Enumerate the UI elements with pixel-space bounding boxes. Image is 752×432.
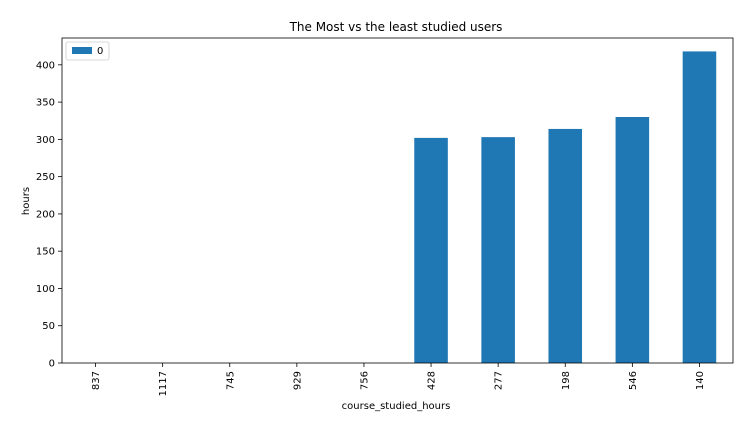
x-axis-ticks: 837 1117 745 929 756 428 277 198 546 140 bbox=[91, 363, 706, 396]
bar-546 bbox=[615, 117, 650, 363]
x-tick-label: 140 bbox=[695, 371, 706, 390]
bar-428 bbox=[414, 137, 448, 363]
bars bbox=[414, 51, 717, 364]
x-tick-label: 756 bbox=[359, 371, 370, 390]
x-axis-label: course_studied_hours bbox=[342, 401, 451, 412]
y-tick-label: 300 bbox=[36, 135, 55, 146]
bar-198 bbox=[548, 128, 583, 363]
x-tick-label: 1117 bbox=[158, 371, 169, 396]
y-tick-label: 150 bbox=[36, 247, 55, 258]
y-tick-label: 50 bbox=[42, 321, 55, 332]
bar-277 bbox=[481, 137, 515, 363]
legend-swatch bbox=[72, 47, 92, 54]
x-tick-label: 929 bbox=[292, 371, 303, 390]
legend-label: 0 bbox=[97, 46, 103, 57]
x-tick-label: 745 bbox=[225, 371, 236, 390]
x-tick-label: 428 bbox=[427, 371, 438, 390]
bar-140 bbox=[682, 51, 717, 364]
y-tick-label: 400 bbox=[36, 60, 55, 71]
x-tick-label: 546 bbox=[628, 371, 639, 390]
y-tick-label: 350 bbox=[36, 98, 55, 109]
y-tick-label: 0 bbox=[49, 359, 55, 370]
chart-title: The Most vs the least studied users bbox=[289, 20, 503, 34]
legend: 0 bbox=[65, 41, 110, 61]
x-tick-label: 198 bbox=[561, 371, 572, 390]
x-tick-label: 277 bbox=[494, 371, 505, 390]
y-tick-label: 100 bbox=[36, 284, 55, 295]
y-tick-label: 200 bbox=[36, 209, 55, 220]
x-tick-label: 837 bbox=[91, 371, 102, 390]
y-axis-label: hours bbox=[21, 187, 32, 215]
y-axis-ticks: 0 50 100 150 200 250 300 350 400 bbox=[36, 60, 62, 370]
y-tick-label: 250 bbox=[36, 172, 55, 183]
plot-frame bbox=[61, 37, 734, 364]
